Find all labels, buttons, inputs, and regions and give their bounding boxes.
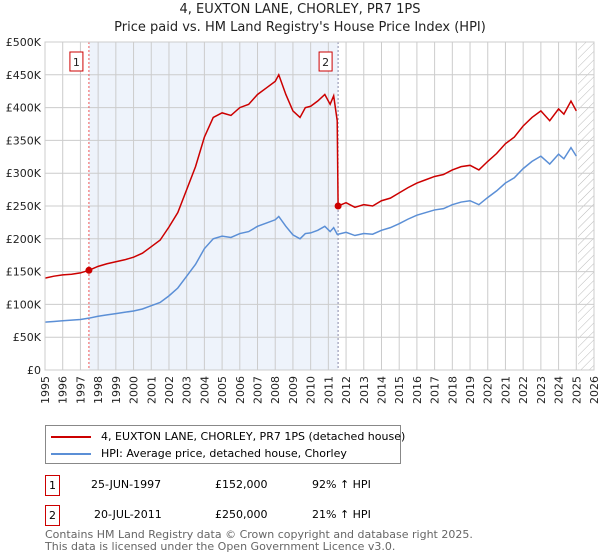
y-tick-label: £250K [6,200,42,213]
sale-marker-label: 1 [45,475,60,496]
x-tick-label: 2026 [588,376,600,404]
x-tick-label: 2000 [128,376,141,404]
sale-date: 25-JUN-1997 [91,478,162,491]
x-tick-label: 2005 [216,376,229,404]
sale-box-label: 1 [73,56,80,69]
sale-point [85,266,93,274]
x-tick-label: 2010 [305,376,318,404]
sale-marker-label: 2 [45,505,60,526]
x-tick-label: 2009 [287,376,300,404]
footer-licence: This data is licensed under the Open Gov… [45,540,396,553]
sale-price: £250,000 [215,508,268,521]
x-tick-label: 2021 [499,376,512,404]
x-tick-label: 1995 [39,376,52,404]
y-tick-label: £0 [27,364,41,377]
series-line [44,72,577,279]
sale-row-1: 1 25-JUN-1997 £152,000 92% ↑ HPI [45,475,445,496]
footer-copyright: Contains HM Land Registry data © Crown c… [45,528,473,541]
y-tick-label: £500K [6,36,42,49]
x-tick-label: 2014 [375,376,388,404]
y-tick-label: £200K [6,233,42,246]
sale-hpi-diff: 92% ↑ HPI [312,478,371,491]
legend: 4, EUXTON LANE, CHORLEY, PR7 1PS (detach… [45,425,405,464]
y-tick-label: £150K [6,266,42,279]
series-line [44,146,577,323]
x-tick-label: 2007 [252,376,265,404]
x-tick-label: 2002 [163,376,176,404]
x-tick-label: 2004 [198,376,211,404]
y-tick-label: £350K [6,134,42,147]
x-tick-label: 2012 [340,376,353,404]
chart-subtitle: Price paid vs. HM Land Registry's House … [114,20,486,35]
y-tick-label: £400K [6,102,42,115]
x-tick-label: 2017 [429,376,442,404]
sale-hpi-diff: 21% ↑ HPI [312,508,371,521]
legend-red-line [51,435,91,438]
footer: Contains HM Land Registry data © Crown c… [45,529,473,553]
x-tick-label: 1996 [57,376,70,404]
x-tick-label: 2025 [570,376,583,404]
legend-blue-line [51,452,91,455]
legend-label-property: 4, EUXTON LANE, CHORLEY, PR7 1PS (detach… [101,430,406,443]
y-tick-label: £300K [6,167,42,180]
x-tick-label: 1997 [74,376,87,404]
x-tick-label: 2001 [145,376,158,404]
y-tick-label: £100K [6,298,42,311]
x-tick-label: 2024 [553,376,566,404]
sale-point [334,202,342,210]
chart-title: 4, EUXTON LANE, CHORLEY, PR7 1PS [179,2,421,17]
x-tick-label: 2011 [322,376,335,404]
x-tick-label: 2008 [269,376,282,404]
x-tick-label: 1998 [92,376,105,404]
x-tick-label: 1999 [110,376,123,404]
y-tick-label: £450K [6,69,42,82]
x-tick-label: 2023 [535,376,548,404]
x-tick-label: 2003 [181,376,194,404]
x-tick-label: 2020 [482,376,495,404]
x-tick-label: 2006 [234,376,247,404]
y-tick-label: £50K [13,331,42,344]
x-tick-label: 2019 [464,376,477,404]
plot-border [44,41,595,371]
sale-date: 20-JUL-2011 [94,508,162,521]
x-tick-label: 2015 [393,376,406,404]
x-tick-label: 2013 [358,376,371,404]
legend-label-hpi: HPI: Average price, detached house, Chor… [101,447,347,460]
sale-row-2: 2 20-JUL-2011 £250,000 21% ↑ HPI [45,505,445,526]
x-tick-label: 2018 [446,376,459,404]
plot-area: 1995 1996 1997 1998 1999 2000 2001 2002 2003 2004… [6,36,600,404]
x-tick-label: 2016 [411,376,424,404]
sale-box [69,51,84,72]
sale-price: £152,000 [215,478,268,491]
x-tick-label: 2022 [517,376,530,404]
sale-box-label: 2 [322,56,329,69]
sale-box [318,51,333,72]
